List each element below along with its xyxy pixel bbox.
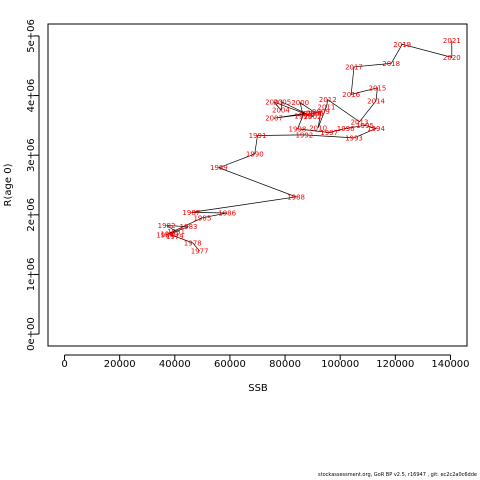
point-label-2003: 2003 <box>265 99 283 107</box>
point-label-1996: 1996 <box>337 125 355 133</box>
point-label-1991: 1991 <box>249 132 267 140</box>
point-label-2018: 2018 <box>382 60 400 68</box>
point-label-1998: 1998 <box>289 125 307 133</box>
point-label-2012: 2012 <box>319 96 337 104</box>
point-label-1983: 1983 <box>180 223 198 231</box>
point-label-2015: 2015 <box>368 84 386 92</box>
point-label-2016: 2016 <box>342 91 360 99</box>
point-label-1982: 1982 <box>158 222 176 230</box>
point-label-1987: 1987 <box>182 209 200 217</box>
point-label-1984: 1984 <box>156 232 174 240</box>
point-label-1992: 1992 <box>295 131 313 139</box>
point-label-2001: 2001 <box>306 109 324 117</box>
point-label-2017: 2017 <box>345 63 363 71</box>
point-label-2005: 2005 <box>273 99 291 107</box>
x-tick-label: 80000 <box>269 359 301 370</box>
plot-area <box>47 23 468 347</box>
y-axis-label: R(age 0) <box>3 163 14 206</box>
x-tick-label: 60000 <box>214 359 246 370</box>
x-tick-label: 40000 <box>159 359 191 370</box>
point-label-2010: 2010 <box>309 124 327 132</box>
y-tick-label: 2e+06 <box>26 198 37 232</box>
x-tick-label: 120000 <box>376 359 414 370</box>
point-label-2020: 2020 <box>443 54 461 62</box>
x-tick-label: 140000 <box>431 359 469 370</box>
point-label-2008: 2008 <box>304 110 322 118</box>
point-label-1985: 1985 <box>193 214 211 222</box>
point-label-1979: 1979 <box>166 233 184 241</box>
point-label-2019: 2019 <box>393 41 411 49</box>
point-label-2011: 2011 <box>318 103 336 111</box>
footer-text: stockassessment.org, GoR BP v2.5, r16947… <box>318 472 477 478</box>
y-tick-label: 5e+06 <box>26 19 37 53</box>
x-axis-label: SSB <box>248 383 268 394</box>
y-tick-label: 4e+06 <box>26 79 37 113</box>
point-label-1997: 1997 <box>320 129 338 137</box>
point-label-1977: 1977 <box>191 248 209 256</box>
point-label-1995: 1995 <box>356 122 374 130</box>
point-label-1994: 1994 <box>367 125 385 133</box>
point-label-1993: 1993 <box>345 134 363 142</box>
point-label-2002: 2002 <box>304 113 322 121</box>
point-label-2021: 2021 <box>443 37 461 45</box>
x-tick-label: 100000 <box>321 359 359 370</box>
y-axis: 0e+00 1e+06 2e+06 3e+06 4e+06 5e+06 <box>26 19 40 351</box>
point-label-1990: 1990 <box>246 150 264 158</box>
point-label-1999: 1999 <box>294 112 312 120</box>
point-label-1986: 1986 <box>218 210 236 218</box>
series-line <box>165 40 453 252</box>
point-label-2006: 2006 <box>297 110 315 118</box>
point-label-1980: 1980 <box>160 230 178 238</box>
y-tick-label: 1e+06 <box>26 258 37 292</box>
point-label-1988: 1988 <box>287 193 305 201</box>
y-tick-label: 3e+06 <box>26 138 37 172</box>
x-axis: 0 20000 40000 60000 80000 100000 120000 140000 <box>61 354 470 370</box>
point-label-2007: 2007 <box>265 115 283 123</box>
point-label-2004: 2004 <box>272 106 290 114</box>
point-label-2014: 2014 <box>367 97 385 105</box>
y-tick-label: 0e+00 <box>26 317 37 351</box>
point-label-2013: 2013 <box>351 118 369 126</box>
point-label-1978: 1978 <box>184 239 202 247</box>
point-label-1981: 1981 <box>167 228 185 236</box>
point-label-2009: 2009 <box>312 108 330 116</box>
point-label-2000: 2000 <box>291 99 309 107</box>
x-tick-label: 20000 <box>104 359 136 370</box>
x-tick-label: 0 <box>61 359 67 370</box>
point-label-1989: 1989 <box>210 164 228 172</box>
